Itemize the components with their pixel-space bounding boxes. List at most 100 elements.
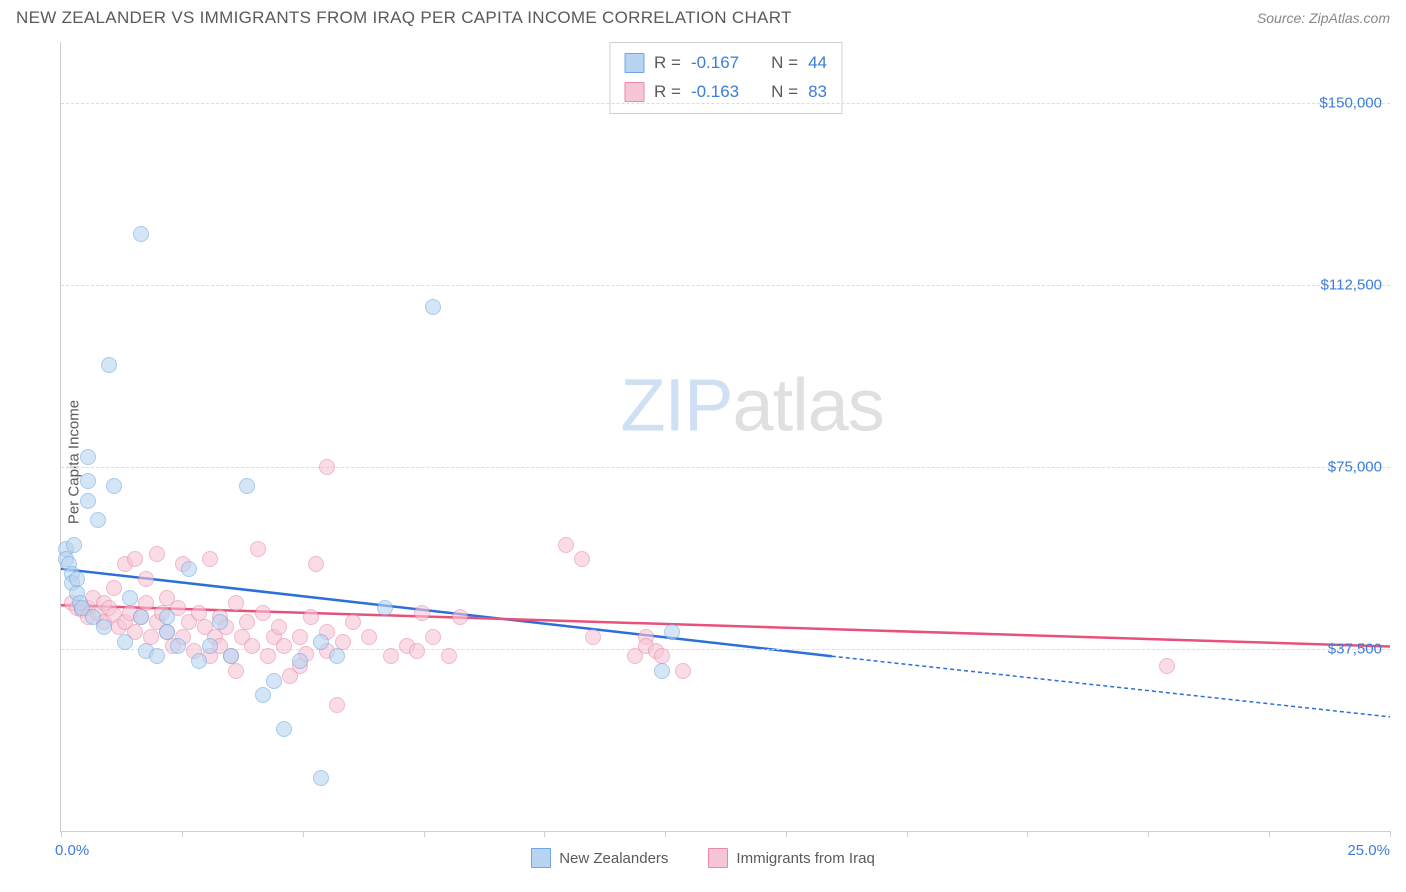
data-point (117, 634, 133, 650)
data-point (170, 638, 186, 654)
legend: New Zealanders Immigrants from Iraq (16, 848, 1390, 868)
stats-n-label: N = (771, 49, 798, 78)
x-tick (665, 831, 666, 837)
data-point (228, 663, 244, 679)
legend-label-iraq: Immigrants from Iraq (736, 850, 874, 867)
gridline (61, 103, 1390, 104)
data-point (292, 629, 308, 645)
data-point (654, 663, 670, 679)
stats-swatch-nz (624, 53, 644, 73)
x-tick (424, 831, 425, 837)
data-point (276, 638, 292, 654)
gridline (61, 467, 1390, 468)
x-tick (544, 831, 545, 837)
data-point (585, 629, 601, 645)
data-point (271, 619, 287, 635)
chart-source: Source: ZipAtlas.com (1257, 10, 1390, 26)
data-point (96, 619, 112, 635)
data-point (122, 590, 138, 606)
data-point (255, 687, 271, 703)
data-point (308, 556, 324, 572)
data-point (101, 357, 117, 373)
data-point (149, 546, 165, 562)
data-point (202, 638, 218, 654)
data-point (250, 541, 266, 557)
data-point (329, 648, 345, 664)
x-tick (1148, 831, 1149, 837)
data-point (159, 624, 175, 640)
data-point (1159, 658, 1175, 674)
data-point (133, 609, 149, 625)
gridline (61, 649, 1390, 650)
data-point (313, 634, 329, 650)
x-tick (1269, 831, 1270, 837)
data-point (80, 449, 96, 465)
stats-r-nz: -0.167 (691, 49, 739, 78)
y-tick-label: $150,000 (1319, 94, 1382, 111)
stats-n-nz: 44 (808, 49, 827, 78)
data-point (80, 493, 96, 509)
data-point (377, 600, 393, 616)
data-point (361, 629, 377, 645)
x-tick (1390, 831, 1391, 837)
data-point (181, 561, 197, 577)
data-point (303, 609, 319, 625)
data-point (558, 537, 574, 553)
chart-header: NEW ZEALANDER VS IMMIGRANTS FROM IRAQ PE… (0, 0, 1406, 32)
trend-lines (61, 42, 1390, 831)
data-point (441, 648, 457, 664)
data-point (383, 648, 399, 664)
data-point (260, 648, 276, 664)
data-point (133, 226, 149, 242)
stats-swatch-iraq (624, 82, 644, 102)
gridline (61, 285, 1390, 286)
data-point (202, 551, 218, 567)
data-point (138, 571, 154, 587)
watermark: ZIPatlas (620, 362, 883, 447)
chart-area: Per Capita Income ZIPatlas R = -0.167 N … (16, 42, 1390, 882)
y-tick-label: $75,000 (1328, 458, 1382, 475)
data-point (425, 299, 441, 315)
stats-row-nz: R = -0.167 N = 44 (624, 49, 827, 78)
data-point (409, 643, 425, 659)
data-point (80, 473, 96, 489)
y-tick-label: $37,500 (1328, 640, 1382, 657)
data-point (228, 595, 244, 611)
x-tick (303, 831, 304, 837)
data-point (255, 605, 271, 621)
data-point (276, 721, 292, 737)
data-point (191, 653, 207, 669)
x-tick (1027, 831, 1028, 837)
data-point (414, 605, 430, 621)
watermark-zip: ZIP (620, 363, 732, 446)
data-point (452, 609, 468, 625)
data-point (223, 648, 239, 664)
data-point (244, 638, 260, 654)
x-tick (182, 831, 183, 837)
plot-region: ZIPatlas R = -0.167 N = 44 R = -0.163 N … (60, 42, 1390, 832)
data-point (266, 673, 282, 689)
legend-swatch-nz (531, 848, 551, 868)
data-point (664, 624, 680, 640)
x-tick (61, 831, 62, 837)
watermark-atlas: atlas (732, 363, 883, 446)
data-point (574, 551, 590, 567)
data-point (675, 663, 691, 679)
legend-item-iraq: Immigrants from Iraq (708, 848, 874, 868)
x-tick (786, 831, 787, 837)
data-point (106, 478, 122, 494)
legend-label-nz: New Zealanders (559, 850, 668, 867)
x-tick (907, 831, 908, 837)
data-point (292, 653, 308, 669)
data-point (239, 478, 255, 494)
data-point (90, 512, 106, 528)
data-point (212, 614, 228, 630)
data-point (127, 551, 143, 567)
y-tick-label: $112,500 (1321, 276, 1382, 293)
data-point (66, 537, 82, 553)
data-point (149, 648, 165, 664)
data-point (319, 459, 335, 475)
data-point (313, 770, 329, 786)
legend-swatch-iraq (708, 848, 728, 868)
chart-title: NEW ZEALANDER VS IMMIGRANTS FROM IRAQ PE… (16, 8, 792, 28)
